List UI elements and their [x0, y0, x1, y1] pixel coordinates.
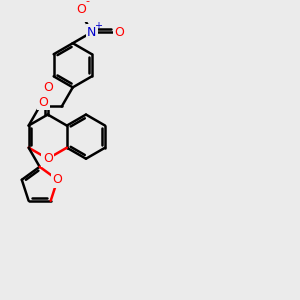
Text: O: O [52, 173, 62, 186]
Text: +: + [94, 21, 102, 32]
Text: O: O [43, 152, 53, 165]
Text: -: - [85, 0, 89, 7]
Text: O: O [76, 3, 86, 16]
Text: O: O [114, 26, 124, 39]
Text: O: O [38, 96, 48, 109]
Text: O: O [43, 81, 53, 94]
Text: N: N [87, 26, 97, 39]
